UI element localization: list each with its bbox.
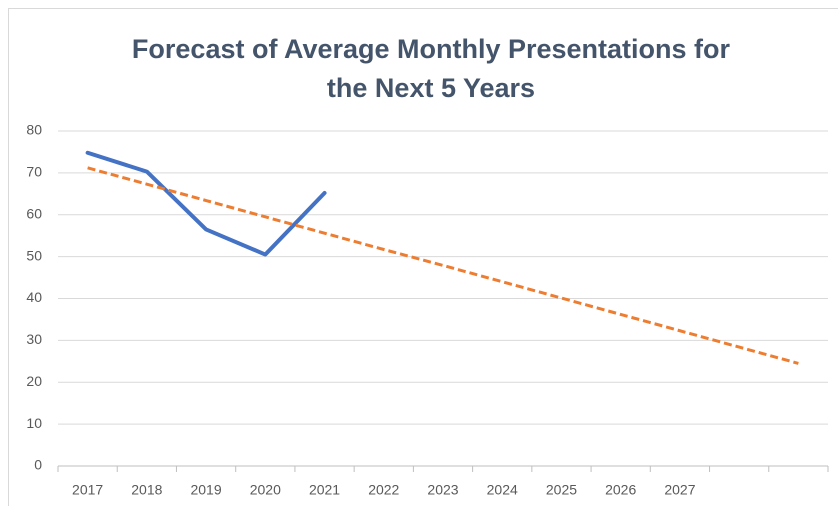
y-tick-label: 20 [26, 373, 42, 389]
x-tick-label: 2026 [605, 482, 636, 498]
x-tick-label: 2027 [664, 482, 695, 498]
x-tick-label: 2025 [546, 482, 577, 498]
x-tick-label: 2019 [190, 482, 221, 498]
y-tick-label: 0 [34, 457, 42, 473]
y-tick-label: 60 [26, 205, 42, 221]
x-tick-label: 2017 [72, 482, 103, 498]
chart-title: Forecast of Average Monthly Presentation… [132, 34, 731, 64]
x-tick-label: 2022 [368, 482, 399, 498]
x-tick-label: 2020 [250, 482, 281, 498]
chart-border [8, 8, 838, 506]
series-line [85, 150, 327, 257]
y-tick-label: 30 [26, 331, 42, 347]
x-tick-label: 2018 [131, 482, 162, 498]
y-tick-label: 40 [26, 289, 42, 305]
y-tick-label: 80 [26, 122, 42, 138]
y-tick-label: 70 [26, 164, 42, 180]
y-tick-label: 10 [26, 415, 42, 431]
chart-title: the Next 5 Years [327, 73, 535, 103]
x-tick-label: 2024 [487, 482, 518, 498]
y-tick-label: 50 [26, 247, 42, 263]
x-tick-label: 2021 [309, 482, 340, 498]
x-tick-label: 2023 [427, 482, 458, 498]
trend-line [87, 166, 799, 365]
